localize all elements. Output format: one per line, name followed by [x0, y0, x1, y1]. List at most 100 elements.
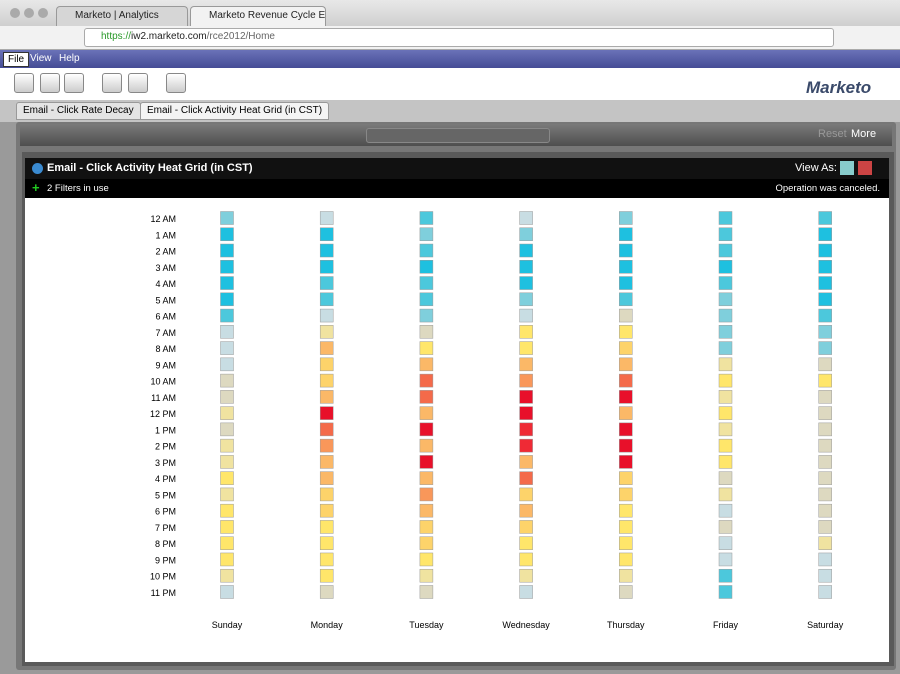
heat-cell: [718, 227, 733, 242]
window-button[interactable]: [24, 8, 34, 18]
toolbar-icon[interactable]: [102, 73, 122, 93]
heat-cell: [519, 276, 533, 290]
heat-cell: [220, 260, 234, 274]
heat-cell: [818, 406, 832, 420]
heat-cell: [319, 341, 334, 355]
heat-cell: [619, 455, 633, 469]
heat-cell: [419, 243, 434, 258]
toolbar-icon[interactable]: [40, 73, 60, 93]
doc-tab[interactable]: Email - Click Rate Decay: [16, 102, 141, 120]
hour-label: 10 AM: [150, 377, 176, 387]
heat-cell: [718, 503, 733, 518]
heat-cell: [718, 536, 733, 550]
heat-cell: [220, 406, 234, 420]
browser-tab[interactable]: Marketo Revenue Cycle Ex: [190, 6, 326, 26]
heat-cell: [818, 243, 832, 258]
heat-cell: [220, 585, 234, 599]
hour-label: 3 AM: [155, 263, 176, 273]
day-label: Wednesday: [502, 620, 550, 630]
hour-label: 4 AM: [155, 279, 176, 289]
hour-label: 8 AM: [155, 344, 176, 354]
window-button[interactable]: [10, 8, 20, 18]
doc-tab[interactable]: Email - Click Activity Heat Grid (in CST…: [140, 102, 330, 120]
heat-cell: [319, 552, 334, 567]
day-label: Friday: [713, 620, 739, 630]
day-label: Tuesday: [409, 620, 444, 630]
heat-cell: [220, 390, 234, 404]
heat-cell: [619, 552, 633, 567]
heat-cell: [519, 292, 533, 307]
day-label: Saturday: [807, 620, 844, 630]
heat-cell: [419, 325, 434, 339]
address-bar[interactable]: https://iw2.marketo.com/rce2012/Home: [84, 28, 834, 47]
heat-cell: [419, 438, 434, 453]
heat-cell: [818, 308, 832, 323]
heat-cell: [319, 568, 334, 583]
hour-label: 7 PM: [155, 523, 176, 533]
heat-cell: [519, 438, 533, 453]
hour-label: 7 AM: [155, 328, 176, 338]
heat-cell: [619, 520, 633, 534]
heat-cell: [419, 227, 434, 242]
heat-cell: [220, 325, 234, 339]
menu-item[interactable]: View: [30, 53, 52, 64]
day-label: Thursday: [607, 620, 645, 630]
heat-cell: [519, 568, 533, 583]
heat-cell: [220, 308, 234, 323]
url-host: iw2.marketo.com: [131, 31, 207, 42]
filters-text[interactable]: 2 Filters in use: [47, 183, 109, 194]
view-icon[interactable]: [858, 161, 872, 175]
heat-cell: [319, 227, 334, 242]
heat-cell: [619, 243, 633, 258]
view-icon[interactable]: [840, 161, 854, 175]
heat-cell: [619, 503, 633, 518]
heat-cell: [419, 390, 434, 404]
menu-item[interactable]: Help: [59, 53, 80, 64]
heat-cell: [519, 406, 533, 420]
more-button[interactable]: More: [851, 128, 877, 140]
hour-label: 5 AM: [155, 295, 176, 305]
heat-cell: [519, 260, 533, 274]
heat-cell: [619, 357, 633, 372]
heat-cell: [220, 422, 234, 437]
heat-cell: [718, 471, 733, 485]
hour-label: 6 AM: [155, 312, 176, 322]
heat-cell: [419, 357, 434, 372]
heat-cell: [220, 211, 234, 225]
heat-cell: [818, 536, 832, 550]
heat-cell: [319, 308, 334, 323]
heat-cell: [419, 308, 434, 323]
heat-cell: [220, 536, 234, 550]
hour-label: 9 AM: [155, 360, 176, 370]
heat-cell: [619, 471, 633, 485]
heat-cell: [220, 455, 234, 469]
heat-cell: [519, 471, 533, 485]
heat-cell: [818, 211, 832, 225]
add-filter-icon[interactable]: +: [32, 180, 40, 195]
reset-button[interactable]: Reset: [818, 128, 847, 140]
heat-cell: [718, 211, 733, 225]
url-scheme: https://: [101, 31, 132, 42]
toolbar-icon[interactable]: [166, 73, 186, 93]
browser-tab[interactable]: Marketo | Analytics: [56, 6, 188, 26]
heat-cell: [818, 552, 832, 567]
heat-cell: [718, 455, 733, 469]
menu-item[interactable]: File: [3, 52, 30, 67]
toolbar-icon[interactable]: [64, 73, 84, 93]
heat-cell: [519, 211, 533, 225]
toolbar-icon[interactable]: [14, 73, 34, 93]
heat-cell: [419, 455, 434, 469]
window-button[interactable]: [38, 8, 48, 18]
heat-cell: [818, 585, 832, 599]
heat-cell: [718, 260, 733, 274]
heat-cell: [319, 357, 334, 372]
heat-cell: [619, 308, 633, 323]
hour-label: 11 PM: [151, 588, 176, 598]
heat-cell: [519, 422, 533, 437]
heat-cell: [220, 227, 234, 242]
heat-cell: [519, 585, 533, 599]
heat-cell: [419, 292, 434, 307]
toolbar-icon[interactable]: [128, 73, 148, 93]
heat-cell: [818, 503, 832, 518]
heat-cell: [220, 471, 234, 485]
